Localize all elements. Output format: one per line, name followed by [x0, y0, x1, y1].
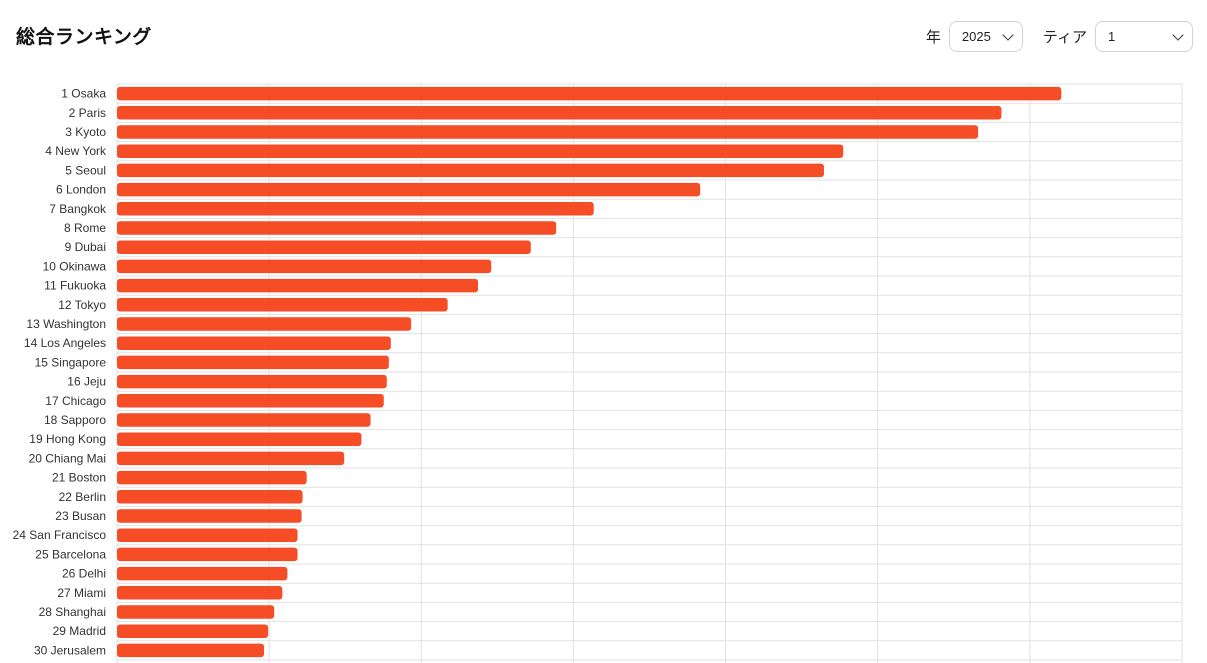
- category-label: 17 Chicago: [45, 394, 106, 408]
- bar[interactable]: [117, 413, 371, 427]
- bar[interactable]: [117, 144, 844, 158]
- bar[interactable]: [117, 566, 288, 581]
- category-label: 3 Kyoto: [65, 125, 106, 139]
- bar[interactable]: [117, 355, 389, 370]
- category-label: 14 Los Angeles: [24, 336, 106, 350]
- bar[interactable]: [117, 125, 979, 139]
- category-label: 28 Shanghai: [39, 605, 106, 619]
- bar[interactable]: [117, 586, 283, 600]
- category-label: 2 Paris: [69, 106, 106, 120]
- category-label: 9 Dubai: [65, 240, 106, 254]
- category-label: 19 Hong Kong: [29, 432, 106, 446]
- category-label: 24 San Francisco: [13, 528, 107, 542]
- category-label: 13 Washington: [26, 317, 106, 331]
- category-label: 20 Chiang Mai: [29, 451, 106, 465]
- tier-select-value: 1: [1108, 29, 1116, 44]
- bar[interactable]: [117, 605, 275, 619]
- year-label: 年: [925, 28, 941, 46]
- bar[interactable]: [117, 643, 265, 658]
- category-label: 30 Jerusalem: [34, 643, 106, 657]
- bar[interactable]: [117, 182, 701, 197]
- category-label: 25 Barcelona: [35, 547, 106, 561]
- category-label: 26 Delhi: [62, 567, 106, 581]
- year-select[interactable]: 2025: [948, 21, 1023, 52]
- bar[interactable]: [117, 394, 384, 408]
- filter-bar: 年 2025 ティア 1: [926, 21, 1193, 52]
- category-label: 15 Singapore: [35, 355, 107, 369]
- bar[interactable]: [117, 221, 557, 235]
- category-label: 16 Jeju: [67, 375, 106, 389]
- bar[interactable]: [117, 317, 412, 331]
- bar[interactable]: [117, 528, 298, 542]
- bar[interactable]: [117, 432, 362, 446]
- bar[interactable]: [117, 374, 387, 389]
- category-label: 4 New York: [45, 144, 107, 158]
- bar[interactable]: [117, 547, 298, 562]
- category-label: 27 Miami: [57, 586, 106, 600]
- bar[interactable]: [117, 259, 492, 274]
- bar[interactable]: [117, 336, 391, 350]
- category-label: 29 Madrid: [53, 624, 106, 638]
- category-label: 5 Seoul: [65, 163, 106, 177]
- category-label: 11 Fukuoka: [44, 279, 106, 293]
- category-label: 8 Rome: [64, 221, 106, 235]
- bar[interactable]: [117, 278, 479, 293]
- category-label: 23 Busan: [55, 509, 106, 523]
- bar[interactable]: [117, 298, 448, 312]
- category-label: 18 Sapporo: [44, 413, 106, 427]
- bar[interactable]: [117, 451, 345, 466]
- bar[interactable]: [117, 106, 1002, 120]
- bar[interactable]: [117, 202, 594, 216]
- bar[interactable]: [117, 86, 1062, 101]
- tier-select[interactable]: 1: [1095, 21, 1193, 52]
- bar[interactable]: [117, 163, 824, 178]
- bar[interactable]: [117, 624, 269, 638]
- category-label: 7 Bangkok: [49, 202, 107, 216]
- category-label: 12 Tokyo: [58, 298, 106, 312]
- bar[interactable]: [117, 490, 303, 504]
- category-label: 21 Boston: [52, 471, 106, 485]
- tier-label: ティア: [1042, 28, 1087, 46]
- category-label: 22 Berlin: [59, 490, 106, 504]
- category-label: 6 London: [56, 183, 106, 197]
- bar[interactable]: [117, 470, 307, 485]
- year-select-value: 2025: [961, 29, 991, 44]
- bar[interactable]: [117, 509, 302, 523]
- category-label: 1 Osaka: [61, 87, 106, 101]
- category-label: 10 Okinawa: [43, 259, 107, 273]
- bar[interactable]: [117, 240, 531, 254]
- page-title: 総合ランキング: [16, 26, 152, 48]
